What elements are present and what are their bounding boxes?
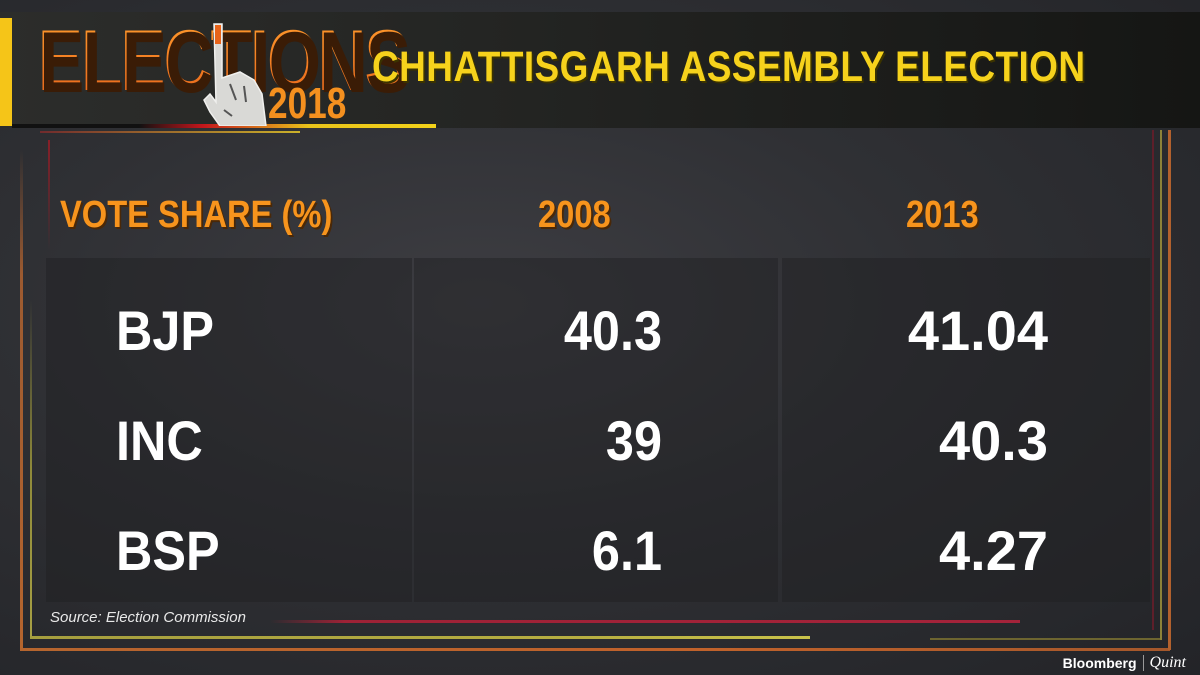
cell-bjp-2008: 40.3 <box>563 299 662 362</box>
frame-line-red-bottom <box>270 620 1020 623</box>
source-note: Source: Election Commission <box>50 609 246 626</box>
frame-line-orange-left <box>20 150 23 650</box>
column-header-2013: 2013 <box>906 194 979 236</box>
year-2013-column-panel <box>782 258 1150 602</box>
frame-line-orange-right <box>1168 130 1171 650</box>
frame-line-red-right <box>1152 130 1154 630</box>
frame-line-yellow-left <box>30 300 32 638</box>
cell-inc-2013: 40.3 <box>939 409 1048 472</box>
header-underline <box>12 124 436 128</box>
header-accent-bar <box>0 18 12 126</box>
cell-bsp-2008: 6.1 <box>591 519 662 582</box>
row-party-inc: INC <box>116 409 203 472</box>
frame-line-yellow-bottom <box>30 636 810 639</box>
party-column-panel <box>46 258 412 602</box>
row-party-bsp: BSP <box>116 519 220 582</box>
column-header-2008: 2008 <box>538 194 611 236</box>
frame-line-yellow-right <box>1160 130 1162 640</box>
brand-divider <box>1142 655 1144 671</box>
raised-inked-finger-icon <box>203 23 267 126</box>
cell-inc-2008: 39 <box>605 409 662 472</box>
frame-line-red-left <box>48 140 50 250</box>
column-header-label: VOTE SHARE (%) <box>60 194 333 236</box>
cell-bjp-2013: 41.04 <box>907 299 1048 362</box>
cell-bsp-2013: 4.27 <box>939 519 1048 582</box>
brand-primary: Bloomberg <box>1062 655 1137 671</box>
brand-logo: Bloomberg Quint <box>1063 654 1186 672</box>
header-band <box>0 12 1200 128</box>
frame-line-orange-bottom <box>20 648 1170 651</box>
brand-secondary: Quint <box>1149 654 1186 671</box>
row-party-bjp: BJP <box>116 299 215 362</box>
year-2008-column-panel <box>414 258 778 602</box>
header-underline-secondary <box>40 131 300 133</box>
page-title: CHHATTISGARH ASSEMBLY ELECTION <box>372 43 1086 91</box>
frame-line-yellow-bottom-right <box>930 638 1160 640</box>
elections-logo-year: 2018 <box>268 79 347 128</box>
